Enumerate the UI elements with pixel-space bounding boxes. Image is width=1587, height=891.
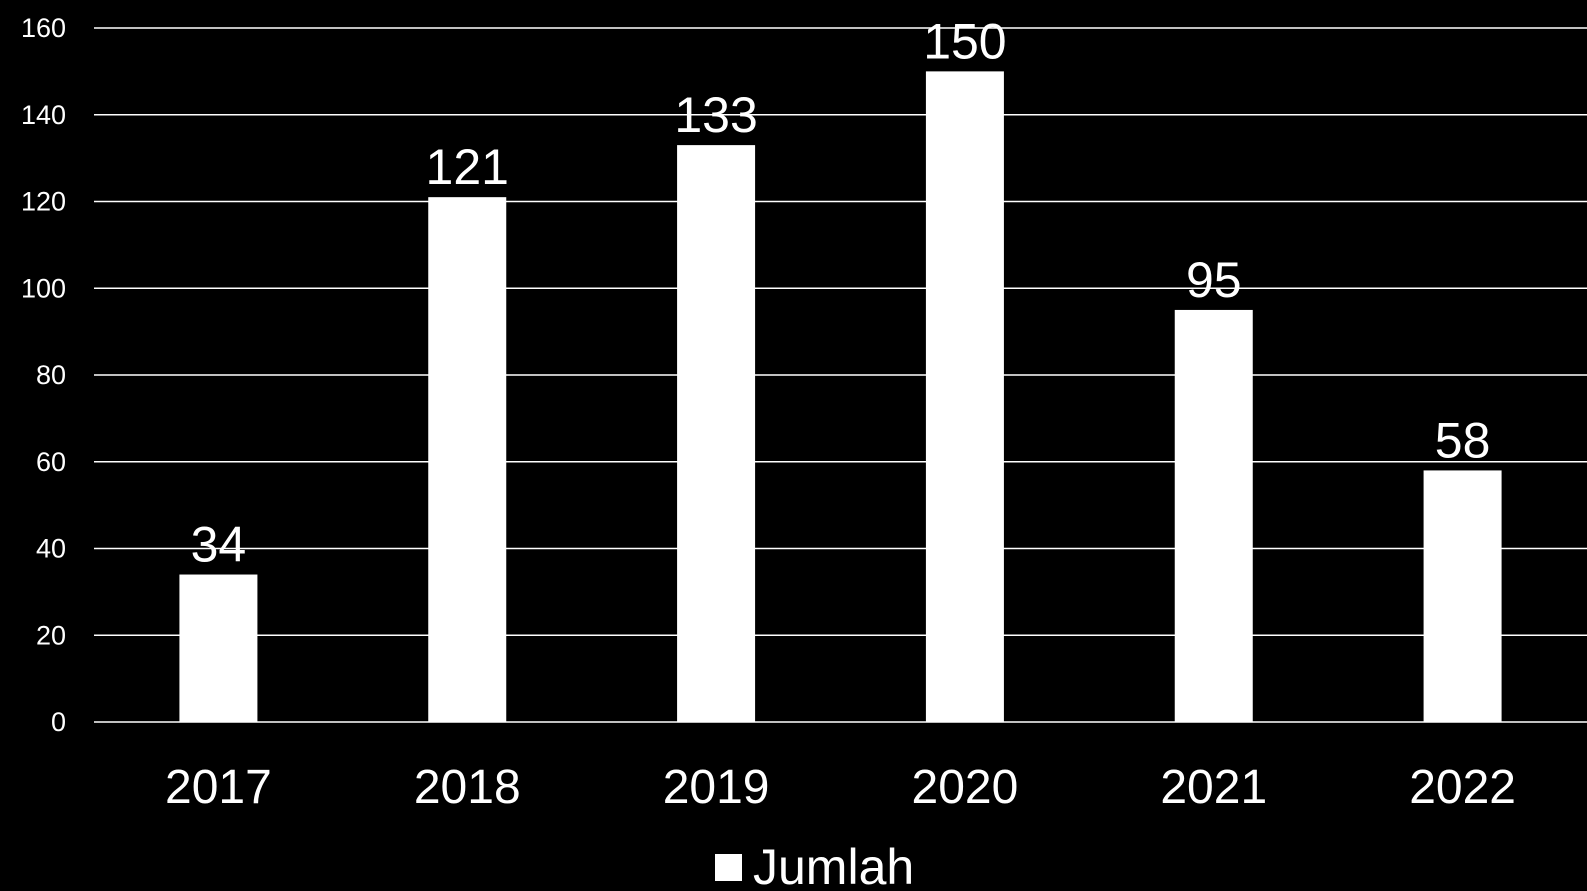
x-tick-label-2017: 2017 [165,761,272,814]
y-tick-label: 160 [21,13,66,43]
data-label-2020: 150 [923,13,1006,69]
legend-label-jumlah: Jumlah [753,839,914,891]
y-tick-label: 120 [21,187,66,217]
data-label-2021: 95 [1186,252,1242,308]
legend-swatch-jumlah [715,854,742,881]
gridlines [94,27,1587,723]
y-tick-label: 20 [36,620,66,650]
x-tick-label-2019: 2019 [663,761,770,814]
data-label-2017: 34 [191,517,247,573]
y-tick-label: 40 [36,534,66,564]
bar-2020 [925,71,1004,722]
x-tick-label-2018: 2018 [414,761,521,814]
bar-2019 [677,145,756,723]
data-label-2018: 121 [426,139,509,195]
bar-2017 [179,574,258,722]
y-axis-ticks: 0 20 40 60 80 100 120 140 160 [21,13,66,737]
bar-2018 [428,197,507,723]
y-tick-label: 80 [36,360,66,390]
data-label-2022: 58 [1435,412,1491,468]
bar-2022 [1423,470,1502,722]
y-tick-label: 60 [36,447,66,477]
y-tick-label: 140 [21,100,66,130]
x-axis-ticks: 2017 2018 2019 2020 2021 2022 [165,761,1516,814]
data-label-2019: 133 [674,87,757,143]
x-tick-label-2021: 2021 [1160,761,1267,814]
data-labels: 34 121 133 150 95 58 [191,13,1491,572]
x-tick-label-2020: 2020 [912,761,1019,814]
y-tick-label: 100 [21,273,66,303]
legend: Jumlah [715,839,914,891]
bar-2021 [1174,309,1253,722]
y-tick-label: 0 [51,707,66,737]
x-tick-label-2022: 2022 [1409,761,1516,814]
bars [179,71,1502,723]
